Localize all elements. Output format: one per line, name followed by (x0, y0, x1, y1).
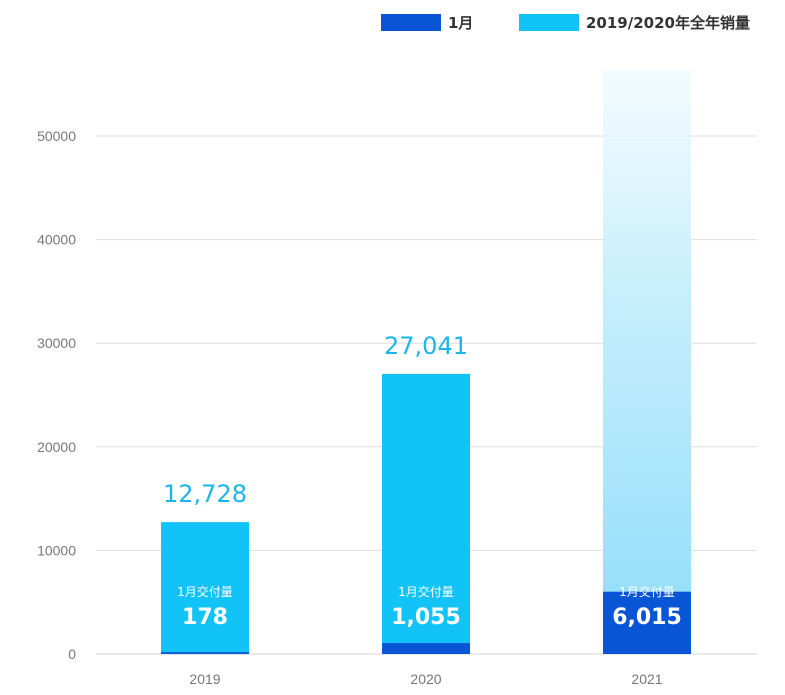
y-tick-label: 10000 (37, 542, 76, 558)
legend-swatch-jan (381, 14, 441, 31)
total-value-label: 27,041 (384, 332, 468, 360)
projected-bar-2021 (603, 70, 691, 654)
x-tick-label: 2020 (410, 671, 441, 687)
x-tick-label: 2019 (189, 671, 220, 687)
jan-bar-2019 (161, 652, 249, 654)
x-axis-ticks: 2019 2020 2021 (189, 671, 662, 687)
total-bar-2019 (161, 522, 249, 654)
y-tick-label: 30000 (37, 335, 76, 351)
jan-bar-2021 (603, 591, 691, 654)
jan-delivery-title: 1月交付量 (398, 584, 454, 599)
x-tick-label: 2021 (631, 671, 662, 687)
y-tick-label: 20000 (37, 439, 76, 455)
jan-delivery-title: 1月交付量 (177, 584, 233, 599)
y-tick-label: 40000 (37, 232, 76, 248)
bar-labels: 12,728 1月交付量 178 27,041 1月交付量 1,055 1月交付量 6,015 (163, 332, 682, 630)
jan-delivery-value: 1,055 (391, 605, 461, 630)
legend-label-total: 2019/2020年全年销量 (586, 14, 750, 32)
legend: 1月 2019/2020年全年销量 (381, 14, 750, 32)
y-tick-label: 50000 (37, 128, 76, 144)
legend-swatch-total (519, 14, 579, 31)
legend-label-jan: 1月 (448, 14, 473, 32)
jan-bar-2020 (382, 643, 470, 654)
jan-delivery-value: 178 (182, 605, 228, 630)
jan-delivery-title: 1月交付量 (619, 584, 675, 599)
total-bar-2020 (382, 373, 470, 654)
y-tick-label: 0 (68, 646, 76, 662)
y-axis-ticks: 0 10000 20000 30000 40000 50000 (37, 128, 76, 662)
bars (161, 70, 691, 654)
jan-delivery-value: 6,015 (612, 605, 682, 630)
total-value-label: 12,728 (163, 480, 247, 508)
